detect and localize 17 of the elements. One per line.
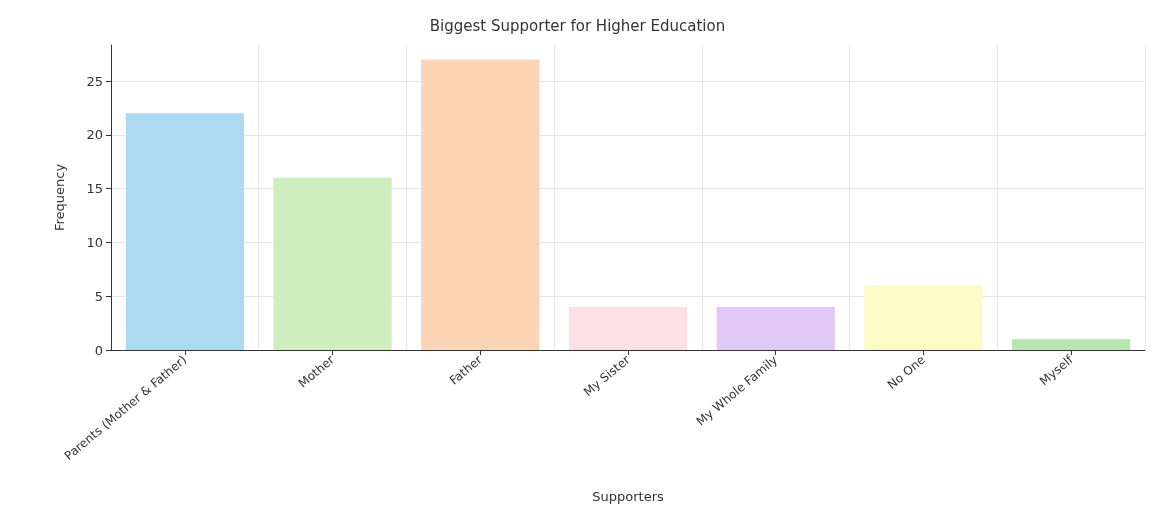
y-tick-label: 0 [94, 342, 103, 358]
bar [273, 177, 392, 350]
bar [125, 113, 244, 350]
y-tick-label: 25 [86, 73, 103, 89]
bar [1012, 339, 1131, 350]
y-axis-title: Frequency [52, 163, 67, 232]
bar [716, 306, 835, 350]
x-axis-title: Supporters [592, 489, 664, 504]
y-tick-label: 5 [94, 288, 103, 304]
bar [864, 285, 983, 350]
y-tick-label: 20 [86, 127, 103, 143]
y-tick-label: 15 [86, 181, 103, 197]
x-tick-label: No One [884, 352, 928, 393]
y-tick-label: 10 [86, 234, 103, 250]
bar [421, 59, 540, 350]
chart-title: Biggest Supporter for Higher Education [429, 16, 726, 35]
bar [568, 306, 688, 350]
